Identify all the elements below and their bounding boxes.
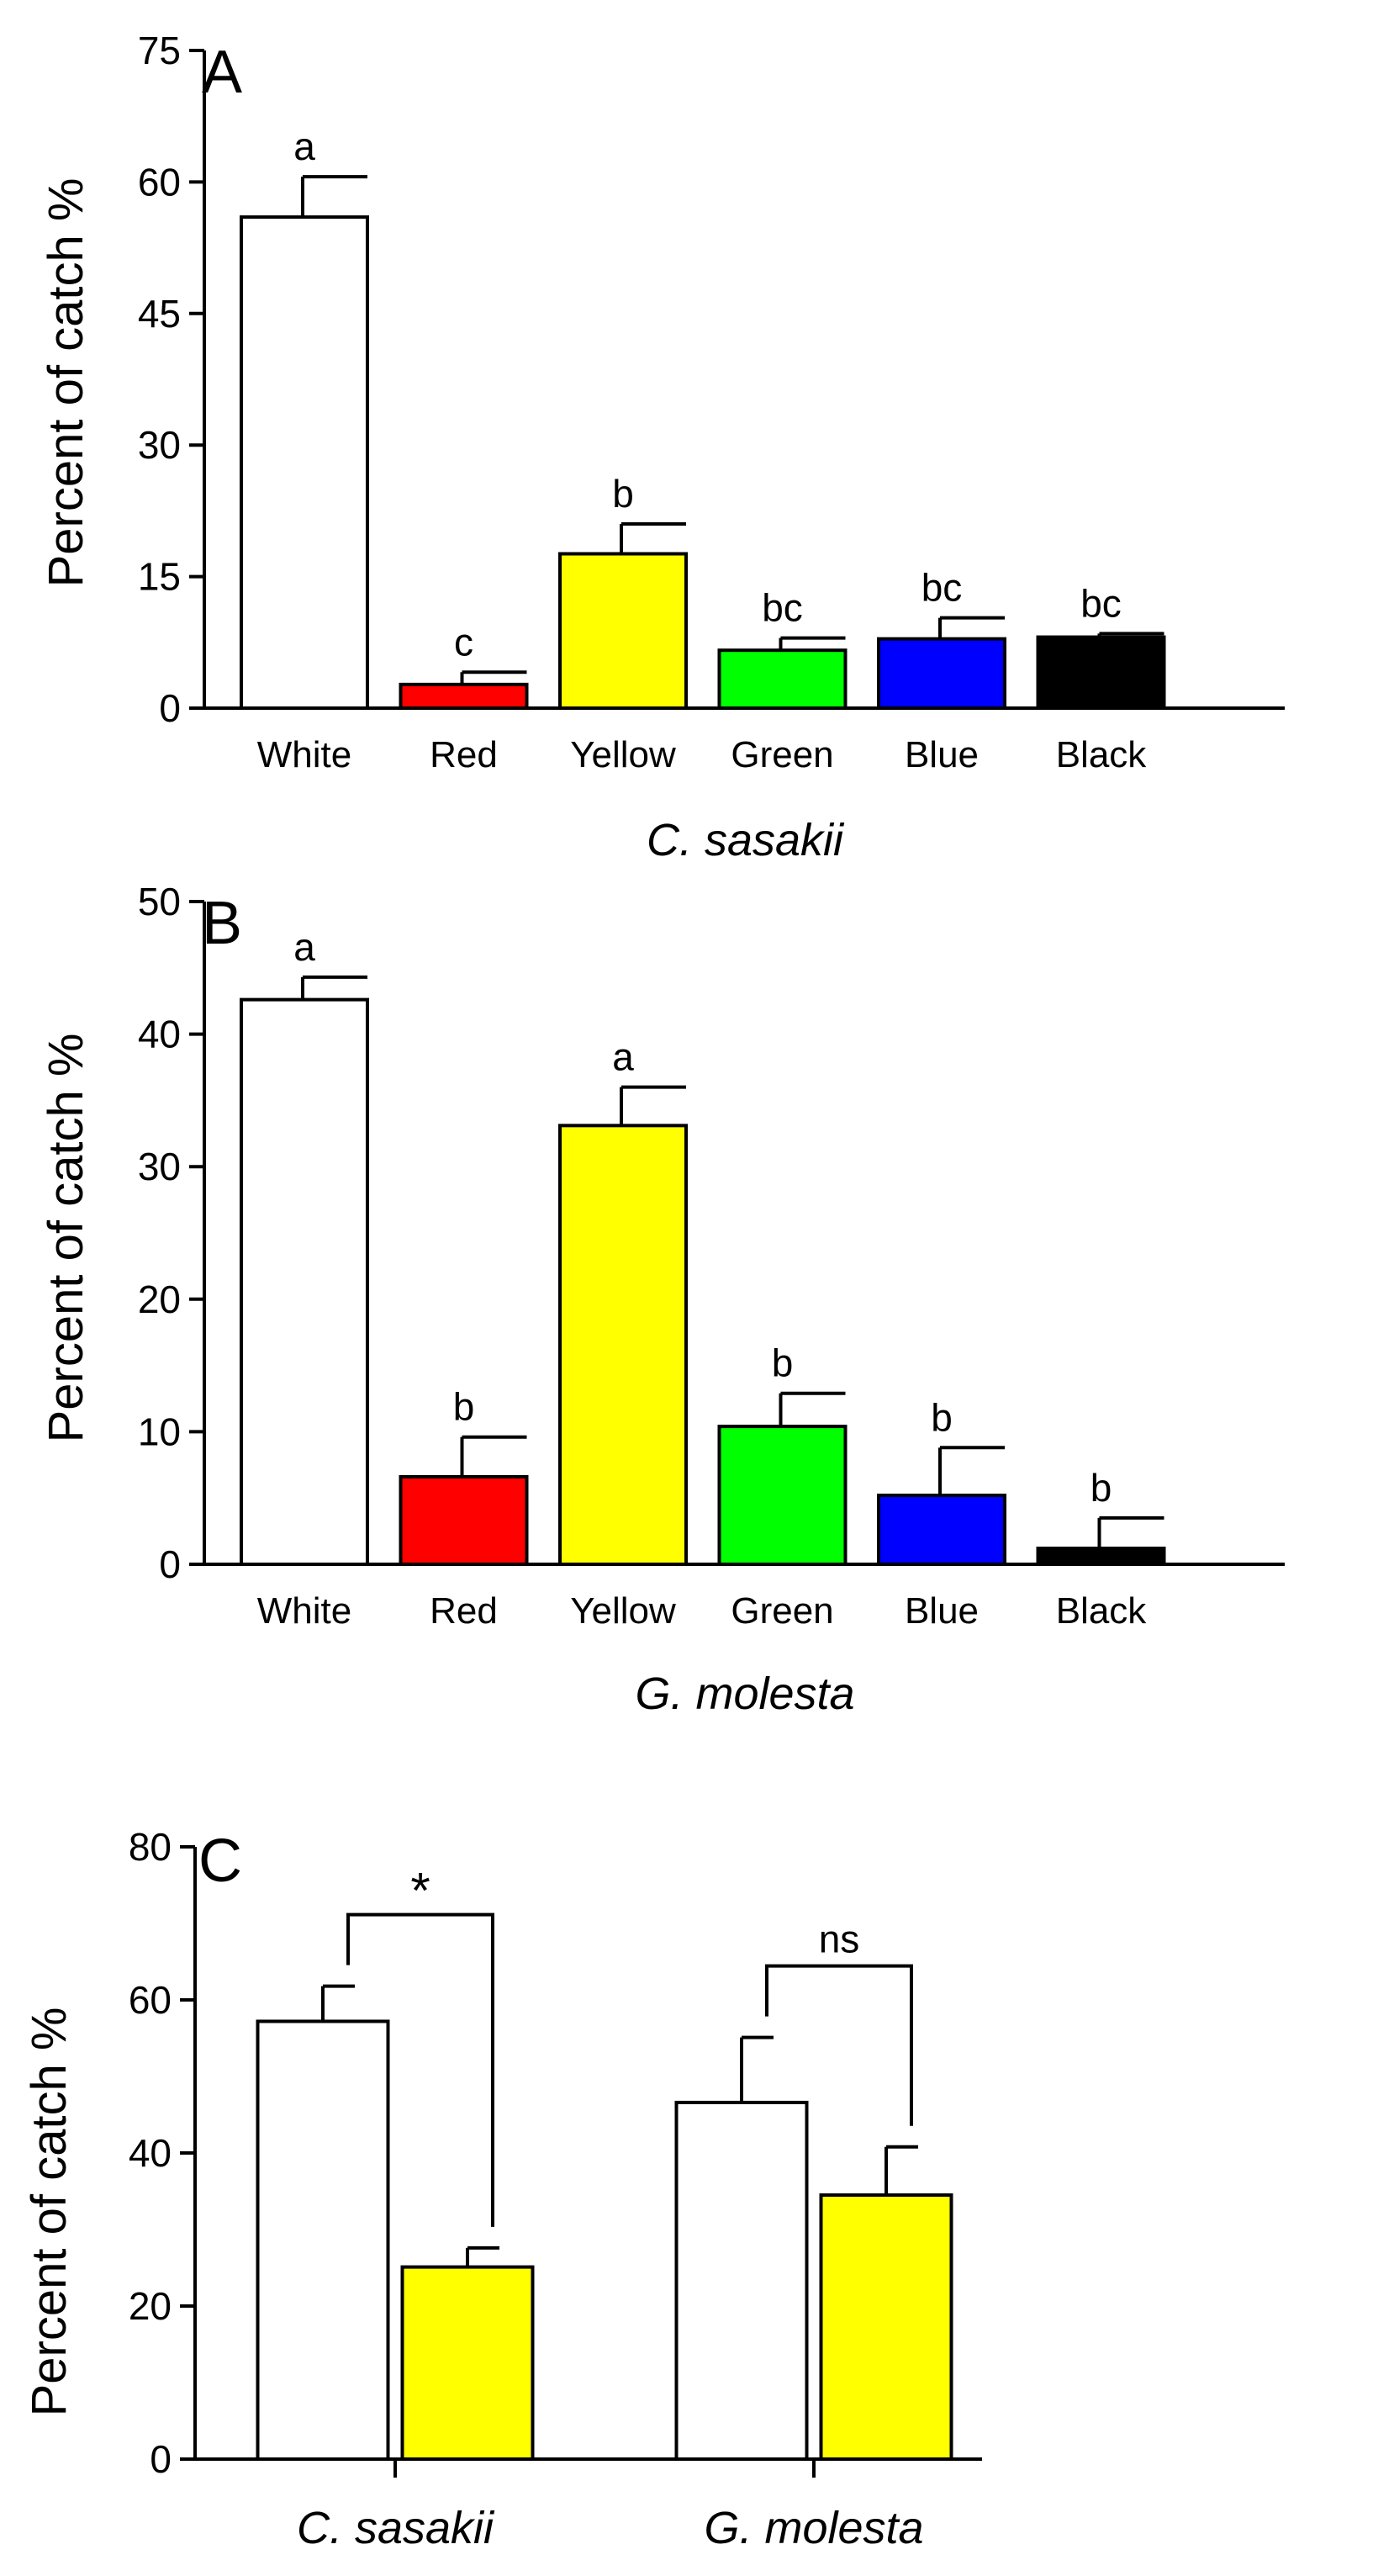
panel-a-x-axis-label: C. sasakii [647,815,845,865]
panel-a-y-tick-label: 60 [138,160,181,204]
panel-b-category-label: White [257,1590,351,1632]
panel-a-significance-letter: bc [1080,581,1122,625]
panel-a-letter: A [202,39,242,106]
panel-b-bar-white [240,997,369,1566]
panel-a-y-tick-label: 15 [138,555,181,599]
panel-a-bar-blue [877,637,1006,710]
panel-b-marks: 0 10 20 30 40 50 a White b Red a Yellow b Green b Blue b… [138,880,1166,1632]
panel-b-y-tick-label: 50 [138,880,181,923]
panel-a-y-tick-label: 75 [138,29,181,72]
panel-a-bar-white [240,215,369,710]
panel-a-bar-green [717,648,848,711]
panel-a-bar-yellow [558,552,688,710]
panel-b-category-label: Red [430,1590,498,1632]
panel-c: C Percent of catch % 0 20 40 60 80 C. sasakii… [22,1825,982,2553]
panel-b-x-axis-label: G. molesta [635,1669,854,1719]
panel-b-axes [203,902,1285,1566]
panel-b-significance-letter: b [772,1341,794,1385]
panel-b-y-tick-label: 10 [138,1410,181,1453]
panel-a-y-axis-label: Percent of catch % [39,178,93,588]
panel-b-y-tick-label: 20 [138,1277,181,1321]
panel-b-bar-green [717,1425,848,1566]
panel-c-axes [193,1847,982,2461]
panel-a-category-label: Blue [905,734,979,775]
panel-b-bar-red [399,1474,529,1567]
panel-b-significance-letter: b [931,1395,953,1439]
panel-c-letter: C [198,1828,242,1895]
panel-a-significance-letter: b [612,472,634,516]
panel-a-category-label: Red [430,734,498,775]
panel-a-significance-letter: bc [921,566,963,610]
panel-b: B Percent of catch % 0 10 20 30 40 50 a White b R… [39,880,1285,1719]
panel-b-category-label: Green [731,1590,833,1632]
panel-c-marks: 0 20 40 60 80 C. sasakii * G. molesta ns [129,1825,953,2553]
panel-c-significance-label: ns [819,1917,860,1961]
panel-b-y-tick-label: 30 [138,1145,181,1188]
panel-a-bar-black [1036,635,1166,711]
panel-a-category-label: Black [1056,734,1148,775]
panel-b-bar-black [1036,1547,1166,1567]
panel-a-marks: 0 15 30 45 60 75 a White c Red b Yellow bc Green bc Blu… [138,29,1166,775]
panel-b-significance-letter: a [612,1035,634,1079]
panel-b-y-tick-label: 40 [138,1013,181,1056]
panel-b-y-axis-label: Percent of catch % [39,1034,93,1443]
panel-a-significance-letter: bc [762,586,803,630]
panel-b-category-label: Blue [905,1590,979,1632]
panel-a-axes [203,50,1285,710]
panel-a-category-label: Yellow [570,734,676,775]
panel-b-letter: B [202,890,242,957]
panel-b-significance-letter: b [453,1385,475,1429]
panel-a-significance-letter: a [293,124,315,168]
panel-a-significance-letter: c [454,620,473,664]
panel-c-y-axis-label: Percent of catch % [22,2007,77,2417]
panel-a-y-tick-label: 0 [159,686,181,730]
panel-b-significance-letter: b [1090,1466,1112,1510]
panel-a-bar-red [399,682,529,711]
panel-a-category-label: Green [731,734,833,775]
panel-c-significance-bracket [765,1964,913,2126]
panel-a-category-label: White [257,734,351,775]
panel-c-bar-yellow [819,2193,953,2462]
panel-b-significance-letter: a [293,925,315,969]
panel-c-y-tick-label: 40 [129,2131,172,2175]
panel-b-category-label: Black [1056,1590,1148,1632]
panel-c-significance-bracket [346,1912,494,2227]
panel-b-bar-blue [877,1494,1006,1566]
panel-b-y-tick-label: 0 [159,1542,181,1586]
panel-c-y-tick-label: 60 [129,1978,172,2022]
panel-b-bar-yellow [558,1124,688,1566]
panel-c-y-tick-label: 20 [129,2284,172,2328]
panel-c-y-tick-label: 0 [150,2437,172,2481]
panel-c-bar-white [256,2019,390,2461]
panel-a-y-tick-label: 45 [138,292,181,336]
panel-a-y-tick-label: 30 [138,423,181,467]
panel-c-bar-yellow [400,2265,535,2462]
panel-c-significance-label: * [410,1863,430,1919]
panel-b-category-label: Yellow [570,1590,676,1632]
panel-c-category-label: C. sasakii [297,2503,495,2553]
panel-c-bar-white [674,2100,809,2461]
panel-c-y-tick-label: 80 [129,1825,172,1869]
panel-a: A Percent of catch % 0 15 30 45 60 75 a White c R… [39,29,1285,865]
panel-c-category-label: G. molesta [704,2503,923,2553]
